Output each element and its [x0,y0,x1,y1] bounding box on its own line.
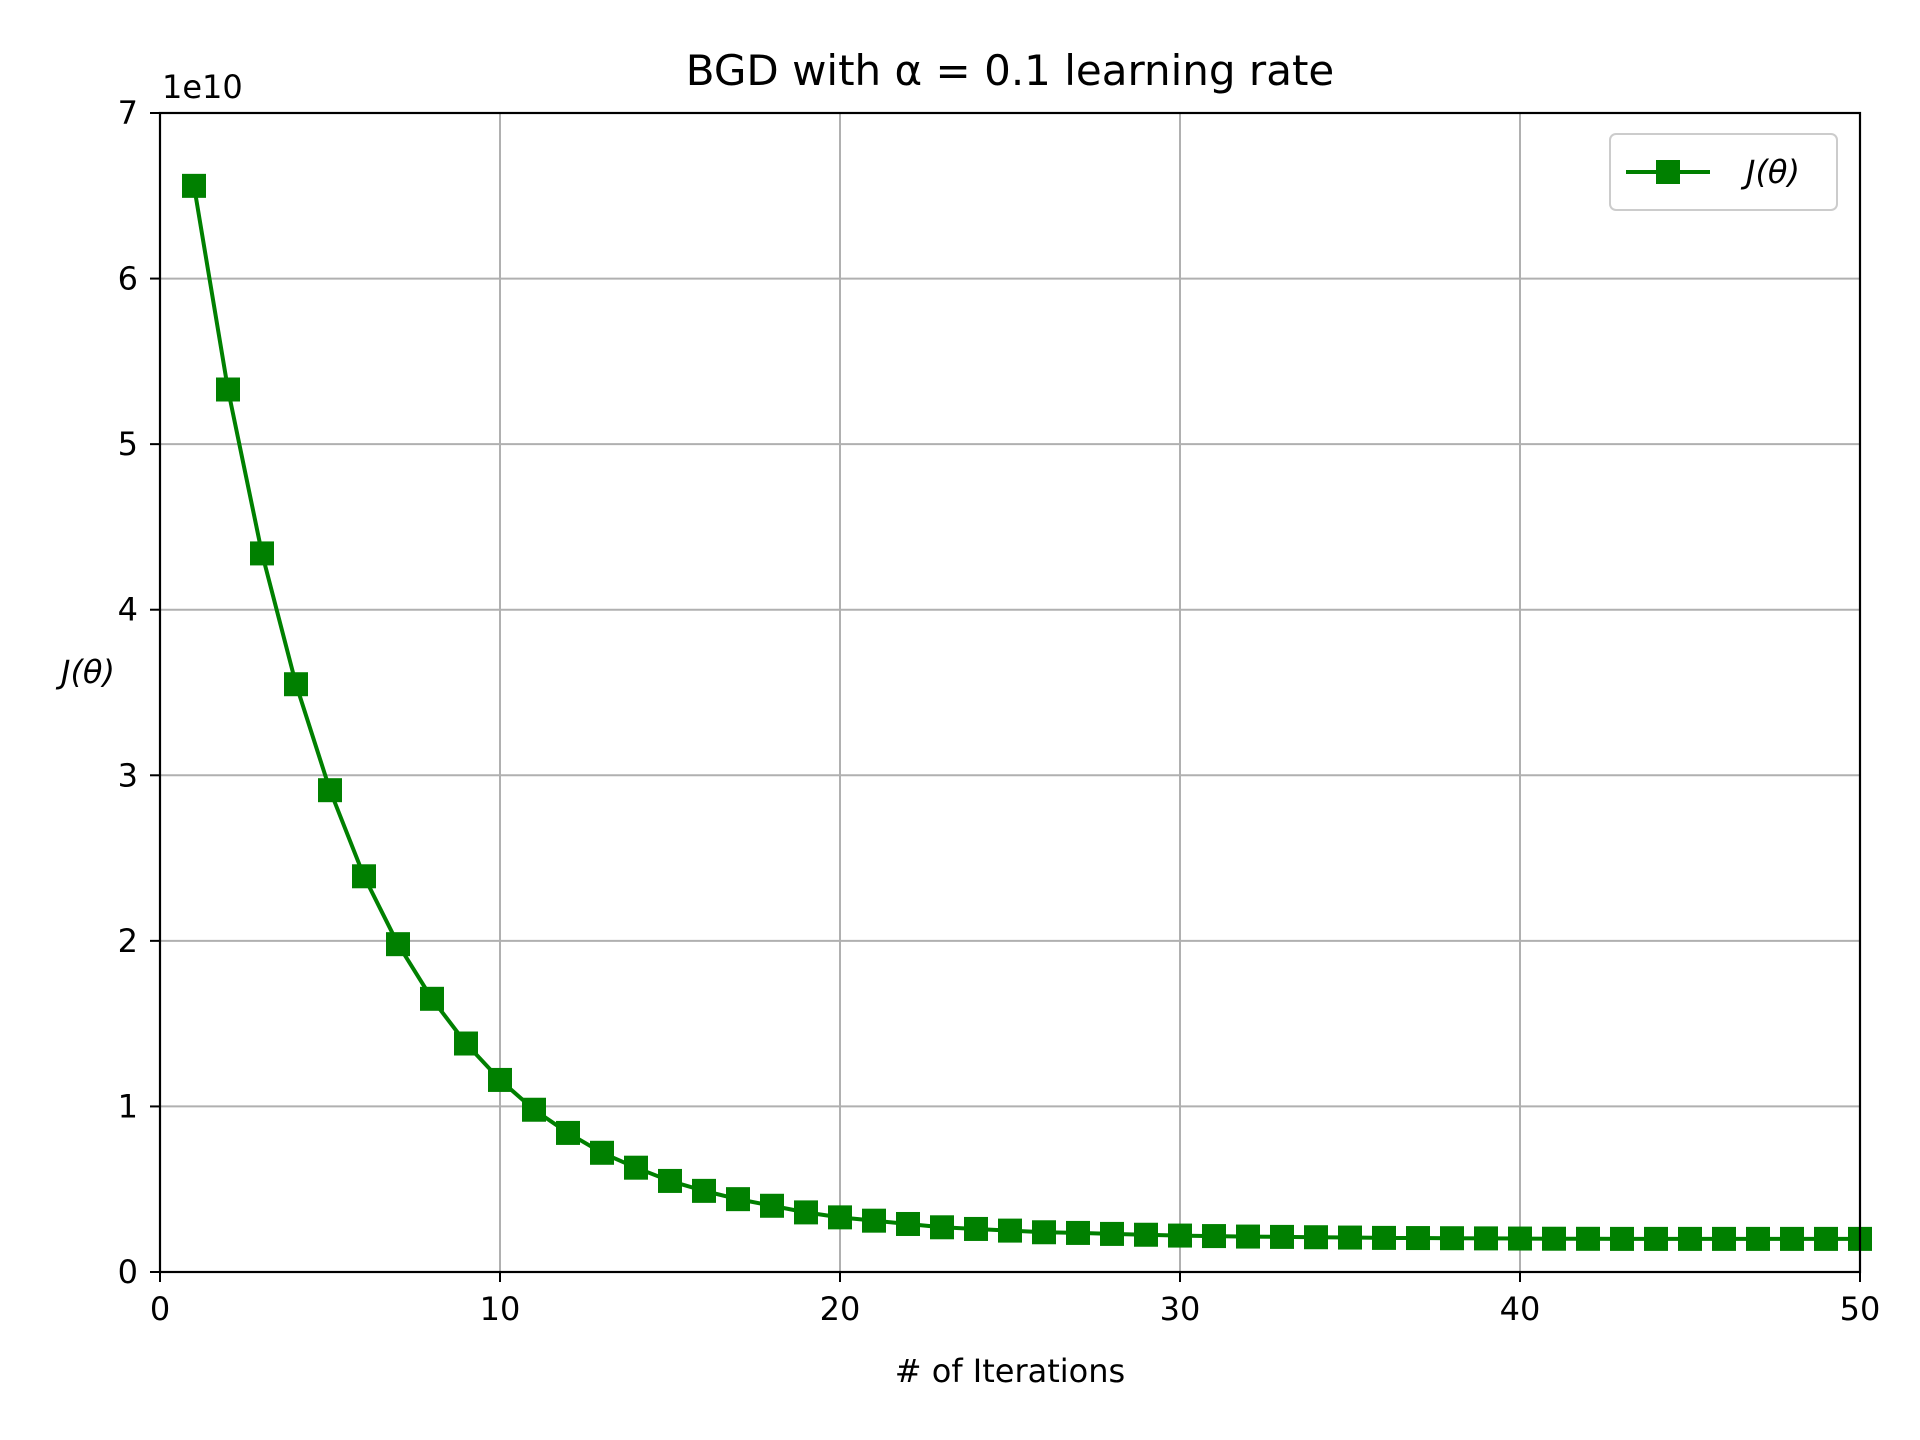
legend: J(θ) [1609,133,1838,211]
data-point [352,864,376,889]
data-point [1644,1226,1668,1251]
y-tick-label: 4 [118,591,138,629]
y-tick-label: 7 [118,94,138,132]
y-tick-label: 1 [118,1087,138,1125]
data-point [590,1140,614,1165]
x-tick-label: 20 [820,1290,861,1328]
data-point [760,1193,784,1218]
data-point [318,778,342,803]
data-point [1168,1223,1192,1248]
data-point [1440,1226,1464,1251]
x-tick-label: 0 [150,1290,170,1328]
legend-label: J(θ) [1740,153,1800,191]
data-point [1712,1226,1736,1251]
series-layer [182,173,1872,1251]
data-point [1202,1224,1226,1249]
data-point [828,1205,852,1230]
data-point [454,1031,478,1056]
data-point [522,1097,546,1122]
y-offset-label: 1e10 [162,68,243,106]
y-tick-label: 2 [118,922,138,960]
data-point [1338,1225,1362,1250]
data-point [624,1155,648,1180]
data-point [1032,1220,1056,1245]
data-point [692,1178,716,1203]
y-tick-label: 6 [118,260,138,298]
plot-frame [158,111,1862,1274]
data-point [216,377,240,402]
data-point [1100,1221,1124,1246]
x-tick-label: 10 [480,1290,521,1328]
chart-title: BGD with α = 0.1 learning rate [686,46,1335,95]
data-point [726,1187,750,1212]
data-point [964,1216,988,1241]
data-point [1610,1226,1634,1251]
data-point [1270,1224,1294,1249]
data-point [556,1120,580,1145]
data-point [1678,1226,1702,1251]
data-point [1814,1226,1838,1251]
y-tick-label: 5 [118,425,138,463]
x-tick-label: 30 [1160,1290,1201,1328]
x-tick-label: 40 [1500,1290,1541,1328]
data-point [1134,1222,1158,1247]
data-point [420,986,444,1011]
data-point [794,1200,818,1225]
data-point [488,1067,512,1092]
grid [160,113,1860,1272]
data-point [1780,1226,1804,1251]
data-point [658,1168,682,1193]
data-point [1474,1226,1498,1251]
y-tick-label: 0 [118,1253,138,1291]
data-point [284,672,308,697]
data-point [182,173,206,198]
x-axis-label: # of Iterations [895,1352,1125,1390]
data-point [896,1211,920,1236]
y-tick-label: 3 [118,756,138,794]
legend-marker-swatch [1656,160,1680,184]
x-tick-label: 50 [1840,1290,1881,1328]
ticks: 0 10 20 30 40 50 0 1 2 3 4 5 6 7 [118,94,1881,1328]
data-point [1746,1226,1770,1251]
data-point [998,1218,1022,1243]
data-point [1236,1224,1260,1249]
y-axis-label: J(θ) [55,653,115,691]
data-point [1304,1225,1328,1250]
data-point [386,932,410,957]
data-point [1576,1226,1600,1251]
data-point [1372,1225,1396,1250]
data-point [1542,1226,1566,1251]
data-point [250,541,274,566]
data-point [1508,1226,1532,1251]
data-point [862,1208,886,1233]
legend-box [1609,133,1838,211]
series-line [192,185,1860,1241]
data-point [930,1215,954,1240]
data-point [1406,1226,1430,1251]
data-point [1066,1220,1090,1245]
